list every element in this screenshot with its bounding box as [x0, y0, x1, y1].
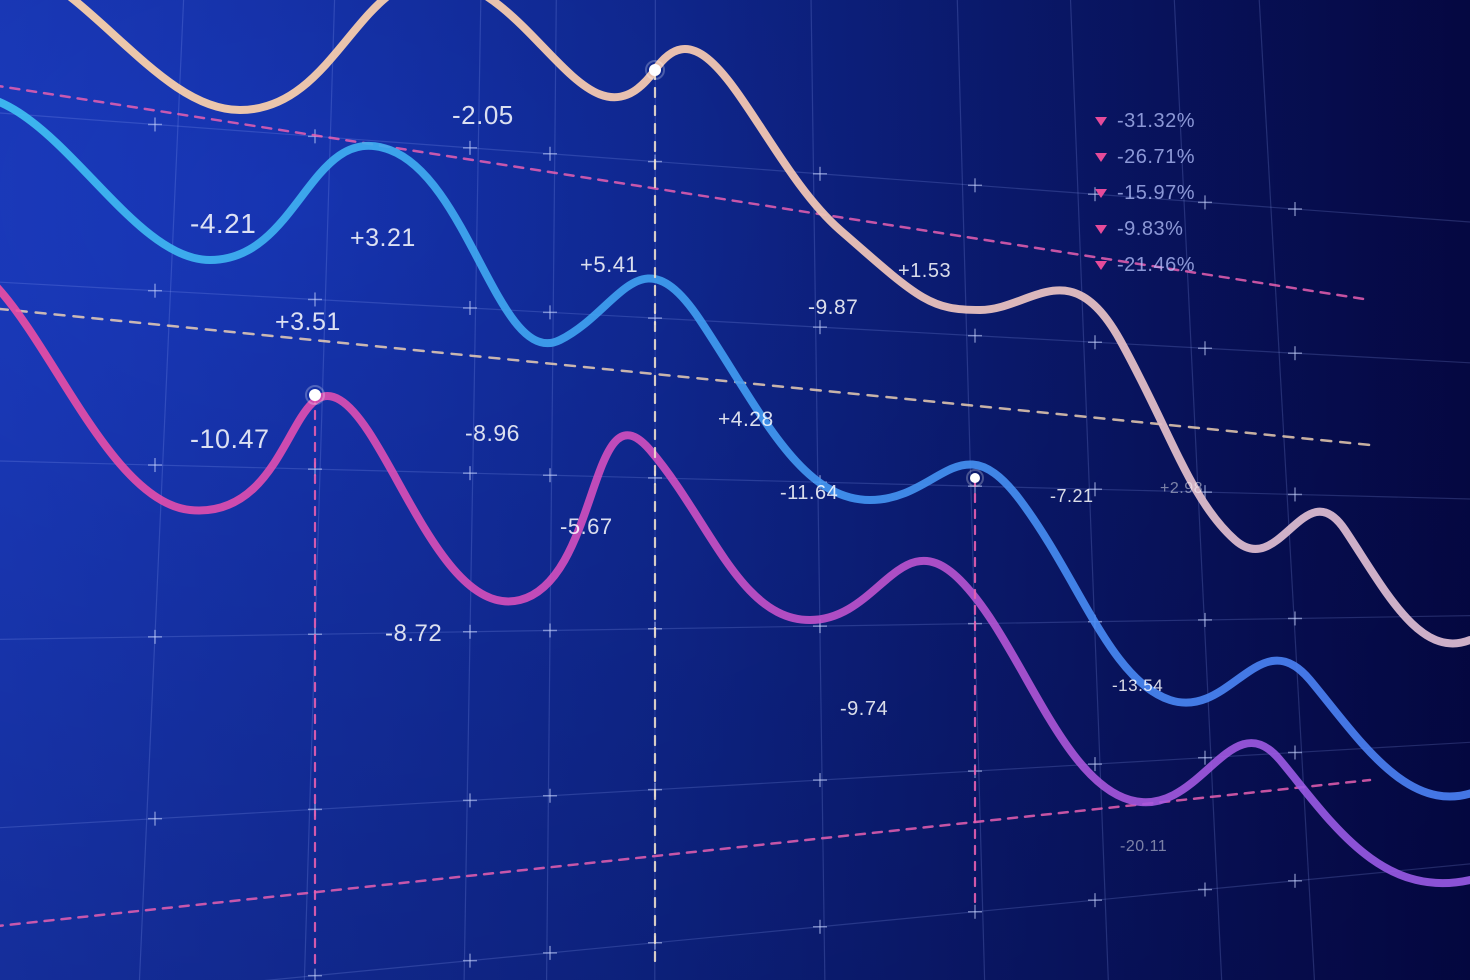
- marker-dot: [309, 389, 321, 401]
- vignette: [0, 0, 1470, 980]
- marker-dot: [649, 64, 661, 76]
- chart-stage: -2.05-4.21+3.21+5.41+1.53-9.87+3.51+4.28…: [0, 0, 1470, 980]
- marker-dot: [970, 473, 980, 483]
- chart-svg: [0, 0, 1470, 980]
